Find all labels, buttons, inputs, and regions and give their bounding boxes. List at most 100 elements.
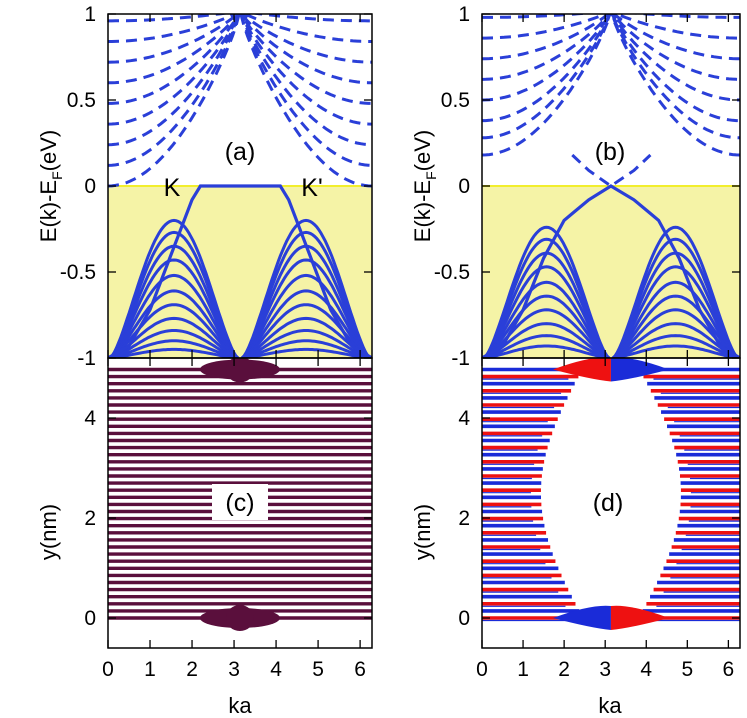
panel-c-label-backdrop (212, 484, 268, 520)
panel-c-ticks: 0 1 2 3 4 5 6 0 2 4 (84, 358, 372, 681)
y-tick-label: 0 (458, 607, 470, 630)
y-tick-label: 1 (458, 3, 470, 26)
valence-band (109, 258, 239, 358)
valence-band (612, 344, 739, 358)
panel-d-label: (d) (593, 489, 624, 517)
valence-band (612, 322, 739, 358)
conduction-band (482, 14, 740, 140)
valence-band (241, 273, 371, 358)
valence-band (483, 334, 610, 358)
conduction-band (108, 14, 372, 167)
valence-band (483, 237, 611, 358)
y-tick-label: -0.5 (434, 261, 470, 284)
conduction-band (108, 14, 372, 147)
valence-band (109, 339, 239, 358)
x-tick-label: 1 (517, 658, 529, 681)
panel-d-spin-density: 0 1 2 3 4 5 6 0 2 4 (d) y(nm) ka (410, 357, 741, 718)
conduction-band (482, 14, 740, 102)
x-tick-label: 4 (270, 658, 282, 681)
conduction-band (108, 14, 372, 64)
panel-c-xlabel: ka (228, 693, 252, 718)
panel-b-ylabel: E(k)-EF(eV) (410, 130, 439, 242)
panel-d-xlabel: ka (598, 693, 622, 718)
spin-up-edge-lobe (552, 358, 611, 382)
edge-band (482, 184, 740, 358)
conduction-band (482, 14, 740, 123)
valence-band (241, 230, 371, 358)
panel-a-label: (a) (225, 138, 256, 166)
panel-c-label: (c) (225, 489, 254, 517)
spin-down-edge-lobe (610, 358, 669, 382)
conduction-band (108, 14, 372, 23)
y-tick-label: 2 (84, 507, 96, 530)
spin-down-edge-lobe (552, 605, 611, 630)
y-tick-label: -1 (77, 347, 96, 370)
x-tick-label: 3 (599, 658, 611, 681)
valence-band (483, 280, 610, 358)
edge-flat-band (108, 184, 372, 358)
x-tick-label: 1 (144, 658, 156, 681)
y-tick-label: 4 (458, 407, 470, 430)
valence-band (612, 265, 739, 358)
conduction-band (108, 14, 372, 105)
spin-up-edge-lobe (610, 605, 669, 630)
conduction-band (482, 14, 740, 40)
valence-band (241, 329, 371, 358)
valence-band (241, 289, 371, 358)
panel-b-ticks: 1 0.5 0 -0.5 -1 (434, 3, 740, 370)
y-tick-label: 4 (84, 407, 96, 430)
conduction-band (482, 14, 740, 157)
fermi-sea-fill (108, 186, 372, 358)
valence-band (241, 339, 371, 358)
y-tick-label: -1 (451, 347, 470, 370)
valence-band (241, 258, 371, 358)
x-tick-label: 6 (354, 658, 366, 681)
valley-label-k-prime: K' (301, 174, 322, 202)
panel-d-ticks: 0 1 2 3 4 5 6 0 2 4 (458, 358, 740, 681)
valence-band (242, 347, 370, 358)
conduction-band (482, 14, 740, 81)
panel-d-label-backdrop (582, 486, 641, 520)
valence-band (109, 230, 239, 358)
x-tick-label: 3 (228, 658, 240, 681)
conduction-band (108, 14, 372, 126)
spin-density-map (482, 358, 740, 630)
y-tick-label: -0.5 (60, 261, 96, 284)
valence-band (612, 334, 739, 358)
conduction-band (108, 14, 372, 85)
valence-band (483, 265, 610, 358)
panel-c-ylabel: y(nm) (36, 504, 61, 560)
panel-a-band-structure: 1 0.5 0 -0.5 -1 (a) K K' E(k)-EF(eV) (36, 3, 373, 370)
panel-b-label: (b) (595, 138, 626, 166)
valence-band (612, 237, 740, 358)
y-tick-label: 0 (458, 175, 470, 198)
edge-state-core (225, 358, 254, 383)
panel-b-band-structure: 1 0.5 0 -0.5 -1 (b) E(k)-EF(eV) (410, 3, 741, 370)
y-tick-label: 1 (84, 3, 96, 26)
panel-a-ticks: 1 0.5 0 -0.5 -1 (60, 3, 372, 370)
valence-band (483, 344, 610, 358)
panel-d-ylabel: y(nm) (410, 504, 435, 560)
valley-label-k: K (164, 174, 181, 202)
x-tick-label: 5 (681, 658, 693, 681)
y-tick-label: 0.5 (67, 89, 96, 112)
panel-c-frame (107, 357, 373, 649)
x-tick-label: 0 (476, 658, 488, 681)
x-tick-label: 4 (640, 658, 652, 681)
y-tick-label: 2 (458, 507, 470, 530)
band-curves (108, 14, 372, 358)
panel-d-frame (481, 357, 741, 649)
x-tick-label: 2 (186, 658, 198, 681)
conduction-band (108, 14, 372, 43)
valence-band (109, 329, 239, 358)
x-tick-label: 0 (102, 658, 114, 681)
x-tick-label: 2 (558, 658, 570, 681)
panel-a-ylabel: E(k)-EF(eV) (36, 130, 65, 242)
valence-band (483, 294, 610, 358)
conduction-band (482, 14, 740, 19)
band-curves (482, 14, 740, 358)
y-tick-label: 0.5 (441, 89, 470, 112)
valence-band (612, 294, 739, 358)
valence-band (109, 303, 239, 358)
